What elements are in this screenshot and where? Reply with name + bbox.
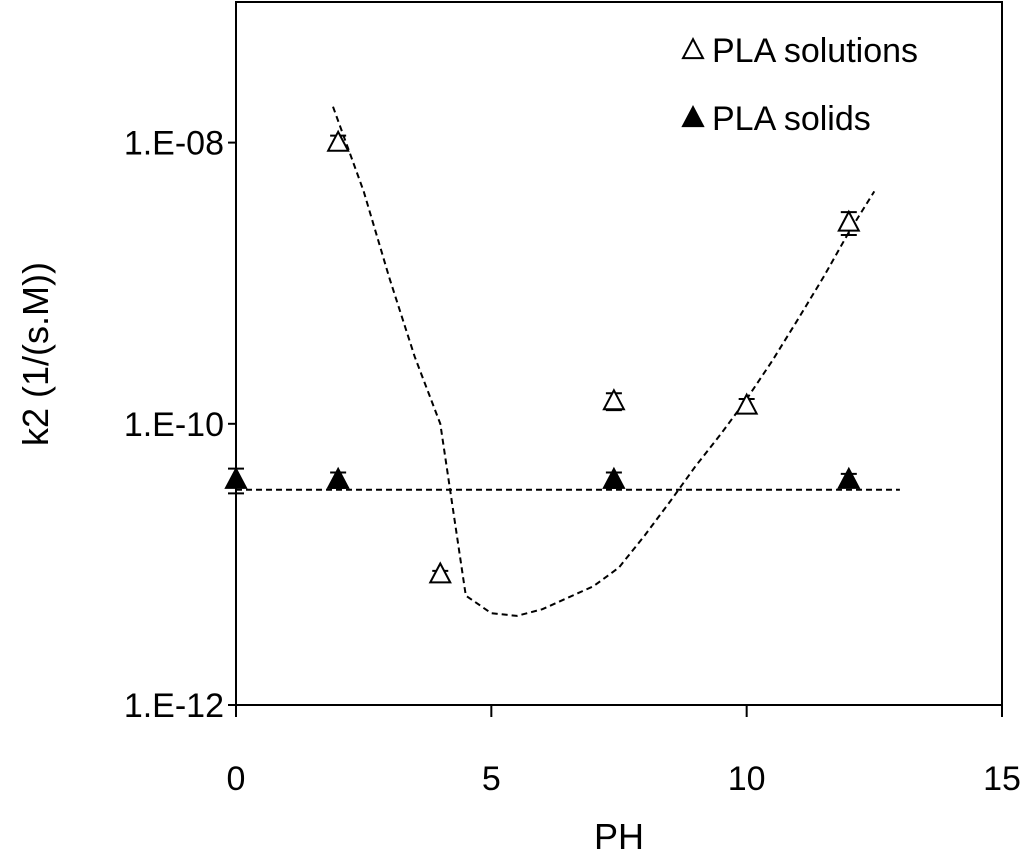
legend-marker-2	[681, 105, 705, 128]
trend-line-1	[332, 106, 876, 617]
solution-point	[428, 561, 452, 584]
solution-point	[602, 388, 626, 411]
error-bars	[228, 134, 857, 580]
solid-point	[224, 466, 248, 489]
x-axis-title: PH	[594, 816, 644, 854]
solution-point	[326, 129, 350, 152]
x-tick-label: 0	[227, 760, 246, 798]
legend: PLA solutions PLA solids	[681, 32, 918, 138]
data-points	[224, 129, 861, 584]
y-tick-label: 1.E-08	[124, 125, 224, 163]
solution-point	[735, 392, 759, 415]
solid-point	[326, 466, 350, 489]
x-tick-label: 10	[728, 760, 766, 798]
trend-lines	[236, 106, 900, 617]
x-axis-ticks: 0 5 10 15	[227, 705, 1021, 798]
solid-point	[837, 466, 861, 489]
solution-point	[837, 209, 861, 232]
y-axis-ticks: 1.E-12 1.E-10 1.E-08	[124, 125, 236, 725]
legend-label-1: PLA solutions	[712, 32, 918, 70]
y-tick-label: 1.E-10	[124, 406, 224, 444]
y-tick-label: 1.E-12	[124, 687, 224, 725]
x-tick-label: 5	[482, 760, 501, 798]
y-axis-title: k2 (1/(s.M))	[15, 262, 56, 446]
solid-point	[602, 466, 626, 489]
legend-label-2: PLA solids	[712, 100, 871, 138]
x-tick-label: 15	[983, 760, 1021, 798]
plot-area	[235, 1, 1003, 706]
legend-marker-1	[681, 37, 705, 60]
